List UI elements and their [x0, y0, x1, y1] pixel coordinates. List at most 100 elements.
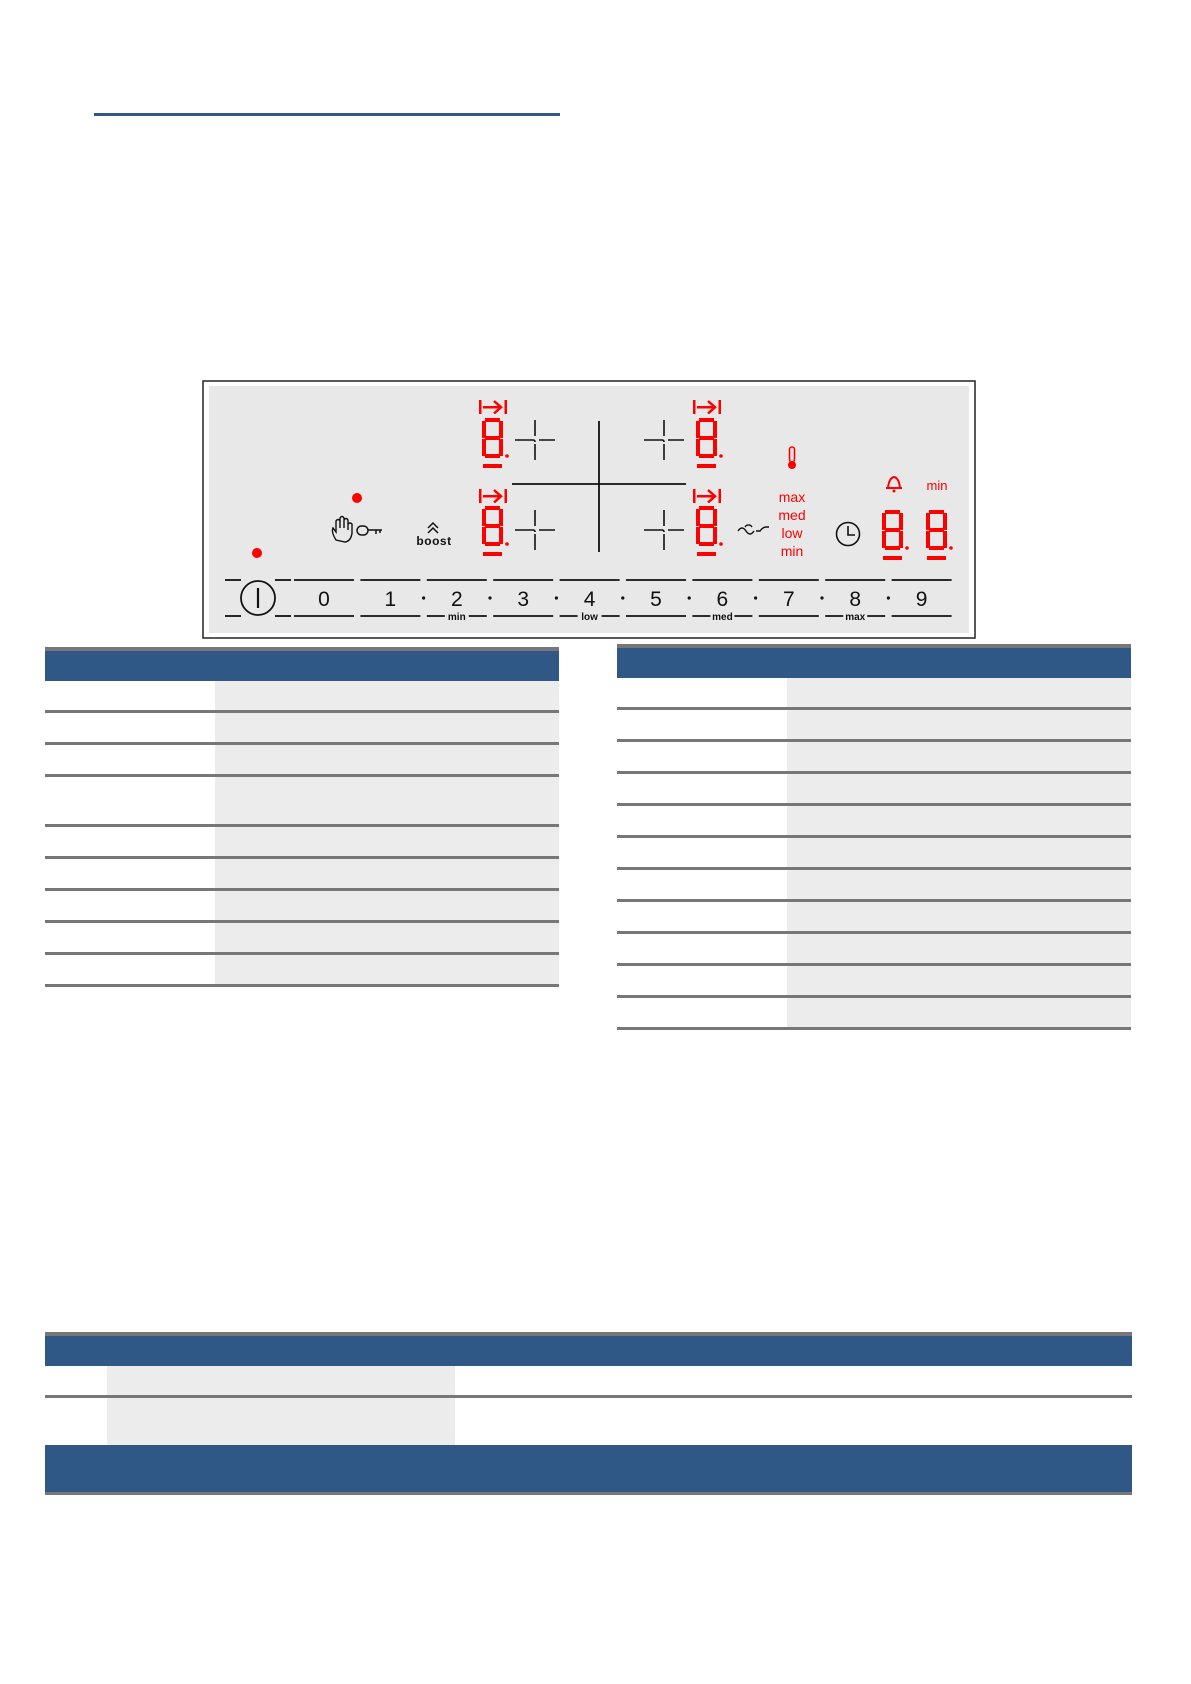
- table-cell: [787, 836, 1131, 870]
- table-cell: [455, 1366, 1132, 1398]
- hand-icon: [331, 515, 353, 543]
- table-left: [45, 647, 559, 987]
- table-row: [617, 804, 1131, 838]
- table-cell: [45, 1366, 107, 1398]
- table-row: [617, 772, 1131, 806]
- table-cell: [45, 1397, 107, 1446]
- table-cell: [617, 804, 787, 838]
- frying-level-med[interactable]: med: [778, 507, 805, 523]
- table-header: [45, 1332, 1132, 1366]
- slider-label-max: max: [845, 612, 865, 623]
- table-cell: [45, 711, 215, 745]
- table-cell: [45, 953, 215, 987]
- slider-dot: [820, 596, 824, 600]
- table-cell: [45, 681, 215, 713]
- table-cell: [787, 678, 1131, 710]
- slider-level-0[interactable]: 0: [318, 588, 330, 611]
- thermometer-icon: [787, 446, 796, 469]
- slider-level-2[interactable]: 2: [451, 588, 463, 611]
- table-row: [617, 868, 1131, 902]
- table-cell: [787, 804, 1131, 838]
- table-cell: [617, 932, 787, 966]
- table-cell: [617, 836, 787, 870]
- sensor-wave-icon[interactable]: [737, 524, 769, 535]
- table-cell: [617, 964, 787, 998]
- table-cell: [787, 708, 1131, 742]
- slider-dot: [488, 596, 492, 600]
- slider-level-6[interactable]: 6: [717, 588, 729, 611]
- slider-level-5[interactable]: 5: [650, 588, 662, 611]
- boost-chevron-icon: [427, 521, 439, 534]
- power-button[interactable]: [225, 579, 291, 617]
- table-cell: [107, 1396, 455, 1445]
- table-row: [45, 711, 559, 745]
- lock-indicator-dot: [352, 493, 362, 503]
- table-cell: [617, 708, 787, 742]
- table-cell: [455, 1397, 1132, 1446]
- panel-surface: [209, 386, 969, 633]
- table-cell: [45, 857, 215, 891]
- slider-level-4[interactable]: 4: [584, 588, 596, 611]
- timer-unit-label: min: [927, 478, 948, 493]
- power-indicator-dot: [252, 548, 262, 558]
- table-cell: [215, 743, 559, 777]
- table-footer-row: [45, 1445, 1132, 1495]
- slider-dot: [886, 596, 891, 600]
- bell-icon: [886, 475, 902, 493]
- table-cell: [617, 678, 787, 710]
- table-cell: [45, 921, 215, 955]
- slider-level-1[interactable]: 1: [385, 588, 397, 611]
- table-row: [45, 775, 559, 827]
- table-cell: [617, 740, 787, 774]
- table-cell: [107, 1366, 455, 1398]
- frying-level-max[interactable]: max: [779, 489, 805, 505]
- table-cell: [215, 921, 559, 955]
- table-cell: [45, 889, 215, 923]
- table-cell: [787, 964, 1131, 998]
- table-cell: [45, 775, 215, 827]
- table-row: [617, 708, 1131, 742]
- slider-dot: [754, 596, 758, 600]
- slider-label-med: med: [712, 612, 733, 623]
- table-cell: [215, 711, 559, 745]
- frying-level-min[interactable]: min: [781, 543, 804, 559]
- slider-dot: [422, 596, 426, 600]
- slider-dot: [554, 596, 559, 600]
- table-row: [617, 836, 1131, 870]
- table-row: [617, 964, 1131, 998]
- table-footer: [45, 1445, 1132, 1495]
- table-row: [45, 743, 559, 777]
- table-row: [45, 1396, 1132, 1446]
- table-cell: [45, 825, 215, 859]
- slider-level-3[interactable]: 3: [517, 588, 529, 611]
- slider-level-8[interactable]: 8: [849, 588, 861, 611]
- table-cell: [215, 857, 559, 891]
- section-rule: [94, 113, 560, 116]
- table-cell: [787, 996, 1131, 1030]
- clock-icon[interactable]: [835, 521, 861, 547]
- table-row: [45, 681, 559, 713]
- table-row: [45, 889, 559, 923]
- table-bottom: [45, 1332, 1132, 1495]
- table-cell: [787, 900, 1131, 934]
- table-cell: [617, 900, 787, 934]
- table-cell: [617, 996, 787, 1030]
- table-cell: [215, 889, 559, 923]
- table-cell: [787, 740, 1131, 774]
- boost-button[interactable]: boost: [416, 521, 451, 548]
- slider-level-7[interactable]: 7: [783, 588, 795, 611]
- frying-level-low[interactable]: low: [781, 525, 803, 541]
- slider-level-9[interactable]: 9: [916, 588, 928, 611]
- boost-label: boost: [416, 534, 451, 548]
- table-cell: [787, 772, 1131, 806]
- table-row: [45, 825, 559, 859]
- table-row: [617, 900, 1131, 934]
- key-icon[interactable]: [356, 525, 382, 536]
- table-row: [617, 932, 1131, 966]
- table-row: [45, 1366, 1132, 1398]
- table-row: [617, 740, 1131, 774]
- table-right: [617, 644, 1131, 1030]
- table-cell: [215, 825, 559, 859]
- power-icon: [240, 580, 276, 616]
